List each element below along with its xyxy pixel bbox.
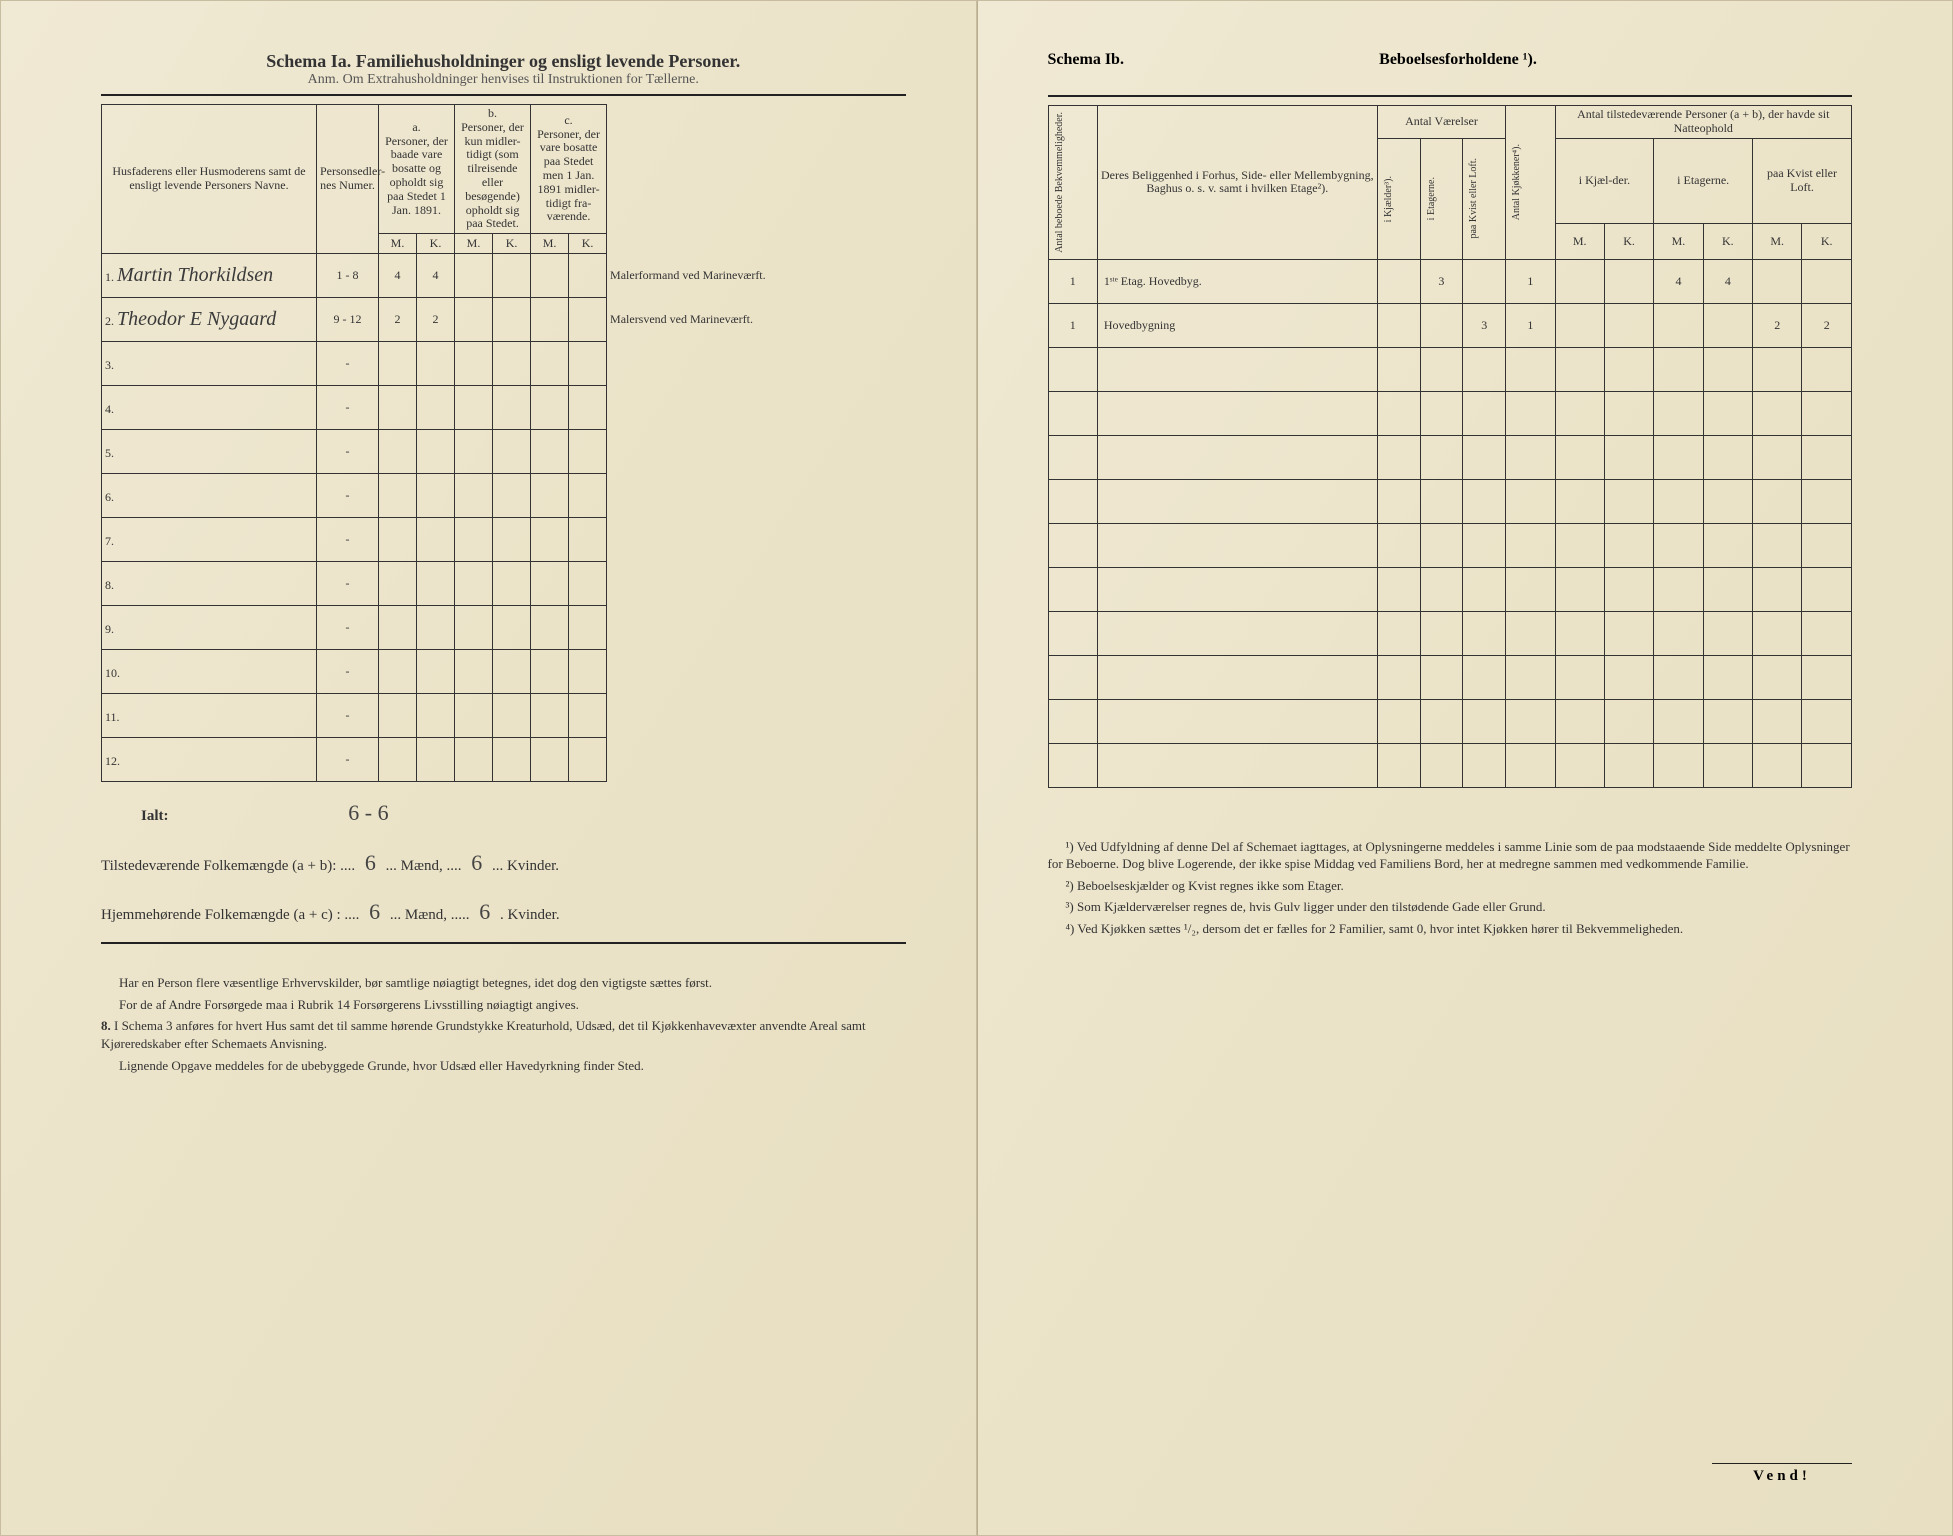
table-row: 12. -	[102, 738, 906, 782]
left-footnotes: Har en Person flere væsentlige Erhvervsk…	[101, 974, 906, 1074]
rule	[101, 94, 906, 96]
document-spread: Schema Ia. Familiehusholdninger og ensli…	[0, 0, 1953, 1536]
head-bekv: Antal beboede Bekvemmeligheder.	[1052, 108, 1067, 257]
ialt-row: Ialt: 6 - 6	[141, 794, 906, 831]
head-b: b. Personer, der kun midler-tidigt (som …	[455, 105, 531, 234]
table-row	[1048, 347, 1852, 391]
table-row: 6. -	[102, 474, 906, 518]
totals-2: Hjemmehørende Folkemængde (a + c) : ....…	[101, 893, 906, 930]
table-row	[1048, 435, 1852, 479]
col-m: M.	[455, 234, 493, 254]
col-k: K.	[493, 234, 531, 254]
table-row: 5. -	[102, 430, 906, 474]
schema-label-left: Schema Ia.	[266, 51, 351, 71]
table-row: 8. -	[102, 562, 906, 606]
right-footnotes: ¹) Ved Udfyldning af denne Del af Schema…	[1048, 838, 1853, 938]
ialt-pencil: 6 - 6	[342, 800, 394, 825]
left-page: Schema Ia. Familiehusholdninger og ensli…	[0, 0, 977, 1536]
col-k: K.	[417, 234, 455, 254]
table-row: 4. -	[102, 386, 906, 430]
head-a: a. Personer, der baade vare bosatte og o…	[379, 105, 455, 234]
head-c: c. Personer, der vare bosatte paa Stedet…	[531, 105, 607, 234]
schema-title-right: Beboelsesforholdene ¹).	[1379, 51, 1537, 69]
table-row	[1048, 567, 1852, 611]
totals-1: Tilstedeværende Folkemængde (a + b): ...…	[101, 844, 906, 881]
head-numer: Personsedler-nes Numer.	[317, 105, 379, 254]
table-row	[1048, 655, 1852, 699]
table-1b: Antal beboede Bekvemmeligheder. Deres Be…	[1048, 105, 1853, 788]
rule	[1048, 95, 1853, 97]
head-name: Husfaderens eller Husmoderens samt de en…	[102, 105, 317, 254]
right-title-row: Schema Ib. Beboelsesforholdene ¹).	[1048, 51, 1853, 69]
table-row	[1048, 743, 1852, 787]
head-kjok: Antal Kjøkkener⁴).	[1509, 140, 1524, 224]
left-subtitle: Anm. Om Extrahusholdninger henvises til …	[101, 72, 906, 88]
head-belig: Deres Beliggenhed i Forhus, Side- eller …	[1097, 106, 1377, 260]
table-row: 7. -	[102, 518, 906, 562]
rule	[101, 942, 906, 944]
head-tilst: Antal tilstedeværende Personer (a + b), …	[1555, 106, 1851, 139]
table-row	[1048, 523, 1852, 567]
table-row: 11ˢᵗᵉ Etag. Hovedbyg.3144	[1048, 259, 1852, 303]
table-row: 3. -	[102, 342, 906, 386]
left-title: Schema Ia. Familiehusholdninger og ensli…	[101, 51, 906, 72]
table-row	[1048, 391, 1852, 435]
col-k: K.	[569, 234, 607, 254]
table-row	[1048, 479, 1852, 523]
head-vaer: Antal Værelser	[1377, 106, 1505, 139]
table-row: 11. -	[102, 694, 906, 738]
table-row: 1. Martin Thorkildsen1 - 844Malerformand…	[102, 254, 906, 298]
table-1a: Husfaderens eller Husmoderens samt de en…	[101, 104, 906, 782]
table-row: 2. Theodor E Nygaard9 - 1222Malersvend v…	[102, 298, 906, 342]
right-page: Schema Ib. Beboelsesforholdene ¹). Antal…	[977, 0, 1953, 1536]
table-row	[1048, 611, 1852, 655]
table-row: 10. -	[102, 650, 906, 694]
table-row: 1Hovedbygning3122	[1048, 303, 1852, 347]
table-row	[1048, 699, 1852, 743]
table-row: 9. -	[102, 606, 906, 650]
col-m: M.	[531, 234, 569, 254]
schema-label-right: Schema Ib.	[1048, 51, 1124, 69]
col-m: M.	[379, 234, 417, 254]
vend-label: Vend!	[1712, 1463, 1852, 1485]
schema-title-left: Familiehusholdninger og ensligt levende …	[356, 51, 741, 71]
